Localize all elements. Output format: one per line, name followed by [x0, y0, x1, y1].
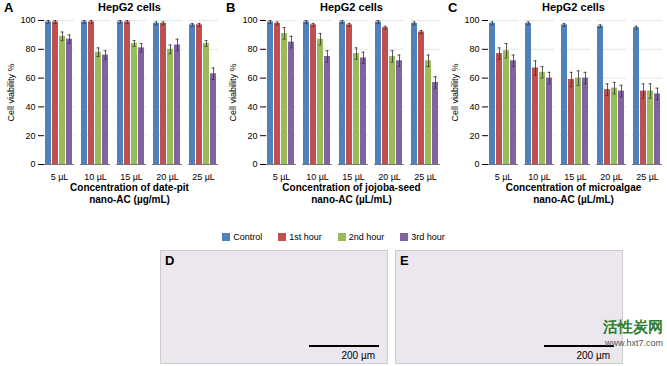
svg-text:0: 0 [474, 159, 479, 169]
svg-text:100: 100 [242, 15, 257, 25]
svg-text:40: 40 [25, 102, 35, 112]
svg-text:20 µL: 20 µL [600, 172, 623, 182]
svg-text:40: 40 [469, 102, 479, 112]
svg-text:80: 80 [469, 44, 479, 54]
svg-text:10 µL: 10 µL [306, 172, 329, 182]
svg-text:100: 100 [20, 15, 35, 25]
html-text:3rd hour: 3rd hour [411, 232, 445, 242]
svg-text:10 µL: 10 µL [528, 172, 551, 182]
html-text:200 µm: 200 µm [341, 350, 375, 361]
svg-text:20: 20 [25, 131, 35, 141]
svg-text:15 µL: 15 µL [342, 172, 365, 182]
html-text:Concentration of date-pit nano: Concentration of date-pit nano-AC (µg/mL… [70, 182, 189, 205]
svg-text:Cell viability %: Cell viability % [228, 63, 238, 121]
html-text:B: B [226, 0, 236, 15]
html-text:A: A [4, 0, 14, 15]
html-text:HepG2 cells: HepG2 cells [320, 1, 383, 13]
svg-text:15 µL: 15 µL [120, 172, 143, 182]
svg-text:20 µL: 20 µL [378, 172, 401, 182]
svg-text:Cell viability %: Cell viability % [450, 63, 460, 121]
html-text:Concentration of microalgae na: Concentration of microalgae nano-AC (µL/… [505, 182, 642, 205]
svg-text:25 µL: 25 µL [192, 172, 215, 182]
svg-text:40: 40 [247, 102, 257, 112]
svg-text:25 µL: 25 µL [414, 172, 437, 182]
svg-text:10 µL: 10 µL [84, 172, 107, 182]
svg-text:Cell viability %: Cell viability % [6, 63, 16, 121]
svg-text:100: 100 [464, 15, 479, 25]
svg-text:80: 80 [247, 44, 257, 54]
svg-text:5 µL: 5 µL [51, 172, 69, 182]
html-text:E: E [400, 253, 409, 268]
html-text:HepG2 cells: HepG2 cells [98, 1, 161, 13]
html-text:Concentration of jojoba-seed n: Concentration of jojoba-seed nano-AC (µL… [282, 182, 421, 205]
svg-text:0: 0 [252, 159, 257, 169]
svg-text:20: 20 [247, 131, 257, 141]
svg-text:60: 60 [25, 73, 35, 83]
html-text:www.hxt7.com: www.hxt7.com [605, 338, 663, 348]
svg-text:0: 0 [30, 159, 35, 169]
html-text:HepG2 cells: HepG2 cells [542, 1, 605, 13]
html-text:1st hour: 1st hour [289, 232, 322, 242]
svg-text:5 µL: 5 µL [273, 172, 291, 182]
svg-text:60: 60 [247, 73, 257, 83]
svg-text:20: 20 [469, 131, 479, 141]
html-text:Control: Control [233, 232, 263, 242]
html-text:D: D [165, 253, 175, 268]
svg-text:80: 80 [25, 44, 35, 54]
svg-text:25 µL: 25 µL [636, 172, 659, 182]
svg-text:60: 60 [469, 73, 479, 83]
svg-text:15 µL: 15 µL [564, 172, 587, 182]
html-text:2nd hour: 2nd hour [348, 232, 385, 242]
html-text:200 µm: 200 µm [576, 350, 610, 361]
svg-text:5 µL: 5 µL [495, 172, 513, 182]
html-text:C: C [448, 0, 458, 15]
html-text:活性炭网: 活性炭网 [603, 318, 663, 335]
svg-text:20 µL: 20 µL [156, 172, 179, 182]
